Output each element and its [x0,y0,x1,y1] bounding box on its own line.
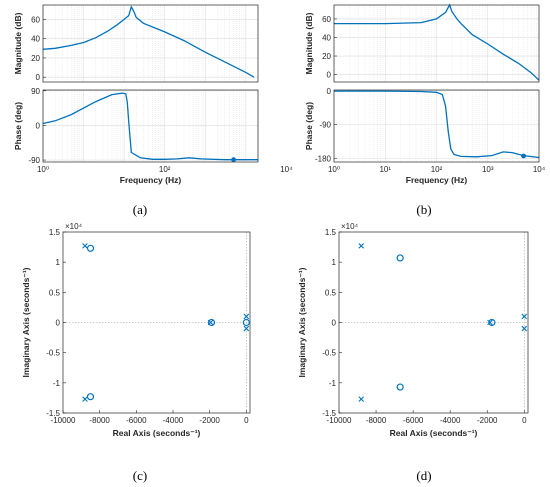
a-phase-xtick-label: 10² [159,165,171,174]
d-xtick-label: -8000 [366,416,387,425]
d-xtick-label: 0 [522,416,527,425]
d-pole [358,396,365,402]
c-zero [86,393,95,401]
c-xtick-label: 0 [244,416,249,425]
caption-c: (c) [133,468,147,483]
c-pole [243,313,250,320]
c-ytick-label: 0 [56,319,61,328]
a-phase-xtick-label: 10⁴ [280,165,293,174]
b-mag-ytick-label: 20 [322,52,331,61]
d-xtick-label: -2000 [477,416,498,425]
c-xtick-label: -10000 [51,416,76,425]
c-pole [243,325,250,332]
c-xlabel: Real Axis (seconds⁻¹) [113,428,201,438]
b-mag-ylabel: Magnitude (dB) [304,12,314,74]
b-phase-xtick-label: 10¹ [379,165,391,174]
a-phase-marker [231,157,236,163]
panel-a-magnitude-plot: 0 20 40 60 Magnitude (dB) [13,4,259,83]
a-mag-ytick-label: 0 [36,73,41,82]
d-ytick-label: -0.5 [322,349,336,358]
a-phase-ytick-label: 0 [36,121,41,130]
d-xtick-label: -6000 [403,416,424,425]
caption-d: (d) [416,468,431,483]
c-ytick-label: 0.5 [49,288,61,297]
d-ytick-label: -1 [329,379,337,388]
d-ytick-label: 0 [332,319,337,328]
d-pole [521,313,528,320]
d-pole [358,243,365,249]
b-phase-xtick-label: 10⁴ [533,165,546,174]
a-mag-frame [42,4,259,83]
d-zero [396,383,404,391]
d-ytick-label: 1.5 [325,228,337,237]
d-frame [338,231,529,414]
a-phase-ytick-label: 90 [31,87,40,96]
d-ytick-label: 0.5 [325,288,337,297]
d-xtick-label: -10000 [327,416,352,425]
c-zero [242,318,250,327]
a-phase-ytick-label: -90 [28,156,40,165]
a-phase-curve [42,92,258,161]
b-phase-ytick-label: 0 [327,87,332,96]
d-pole [521,325,528,332]
b-mag-ytick-label: 40 [322,33,331,42]
c-ylabel: Imaginary Axis (seconds⁻¹) [21,267,31,377]
c-pole [82,243,88,249]
d-pole [487,319,493,326]
a-mag-ytick-label: 40 [31,35,40,44]
d-xtick-label: -4000 [440,416,461,425]
a-phase-xlabel: Frequency (Hz) [120,175,182,185]
d-zero [488,318,496,327]
b-phase-marker [521,153,526,159]
b-phase-xtick-label: 10² [431,165,443,174]
a-phase-xtick-label: 10⁰ [37,165,49,174]
b-phase-ytick-label: -90 [319,121,331,130]
b-mag-curve [334,3,540,81]
a-mag-ytick-label: 20 [31,54,40,63]
c-xtick-label: -6000 [126,416,147,425]
a-phase-frame [42,89,259,163]
panel-c-pole-zero-plot: -10000 -8000 -6000 -4000 -2000 0 1.5 1 0.5 0 -0.5 -… [21,222,251,438]
b-phase-xlabel: Frequency (Hz) [406,175,468,185]
c-pole [82,396,88,402]
c-ytick-label: -1.5 [46,409,60,418]
c-frame [62,231,251,414]
c-ytick-label: -0.5 [46,349,60,358]
b-mag-ytick-label: 60 [322,15,331,24]
c-zero [86,244,95,252]
a-mag-ylabel: Magnitude (dB) [13,12,23,74]
d-ylabel: Imaginary Axis (seconds⁻¹) [297,267,307,377]
panel-b-phase-plot: -180 -90 0 Phase (deg) 10⁰ 10¹ 10² 10³ 10⁴ Freque… [304,87,546,185]
b-phase-ytick-label: -180 [315,154,332,163]
b-phase-curve [334,90,540,159]
c-ytick-label: -1 [53,379,61,388]
caption-b: (b) [416,202,431,217]
d-xlabel: Real Axis (seconds⁻¹) [390,428,478,438]
c-zero [207,318,216,327]
a-mag-curve [42,5,255,78]
panel-b-magnitude-plot: 0 20 40 60 Magnitude (dB) [304,3,540,83]
d-zero [396,254,404,262]
a-mag-ytick-label: 60 [31,15,40,24]
c-xtick-label: -8000 [89,416,110,425]
panel-a-phase-plot: -90 0 90 Phase (deg) 10⁰ 10² 10⁴ Frequency (Hz) [13,87,293,185]
b-mag-ytick-label: 0 [327,71,332,80]
a-phase-ylabel: Phase (deg) [13,102,23,150]
c-xtick-label: -2000 [199,416,220,425]
caption-a: (a) [133,202,147,217]
panel-d-pole-zero-plot: -10000 -8000 -6000 -4000 -2000 0 1.5 1 0.5 0 -0.5 -… [297,222,529,438]
b-phase-xtick-label: 10⁰ [328,165,340,174]
c-ytick-label: 1 [56,258,61,267]
b-phase-xtick-label: 10³ [482,165,494,174]
b-mag-frame [333,4,540,83]
c-y-exponent: ×10⁴ [65,222,83,231]
c-ytick-label: 1.5 [49,228,61,237]
c-xtick-label: -4000 [163,416,184,425]
d-ytick-label: -1.5 [322,409,336,418]
b-phase-ylabel: Phase (deg) [304,102,314,150]
b-phase-frame [333,89,540,163]
d-y-exponent: ×10⁴ [341,222,359,231]
d-ytick-label: 1 [332,258,337,267]
